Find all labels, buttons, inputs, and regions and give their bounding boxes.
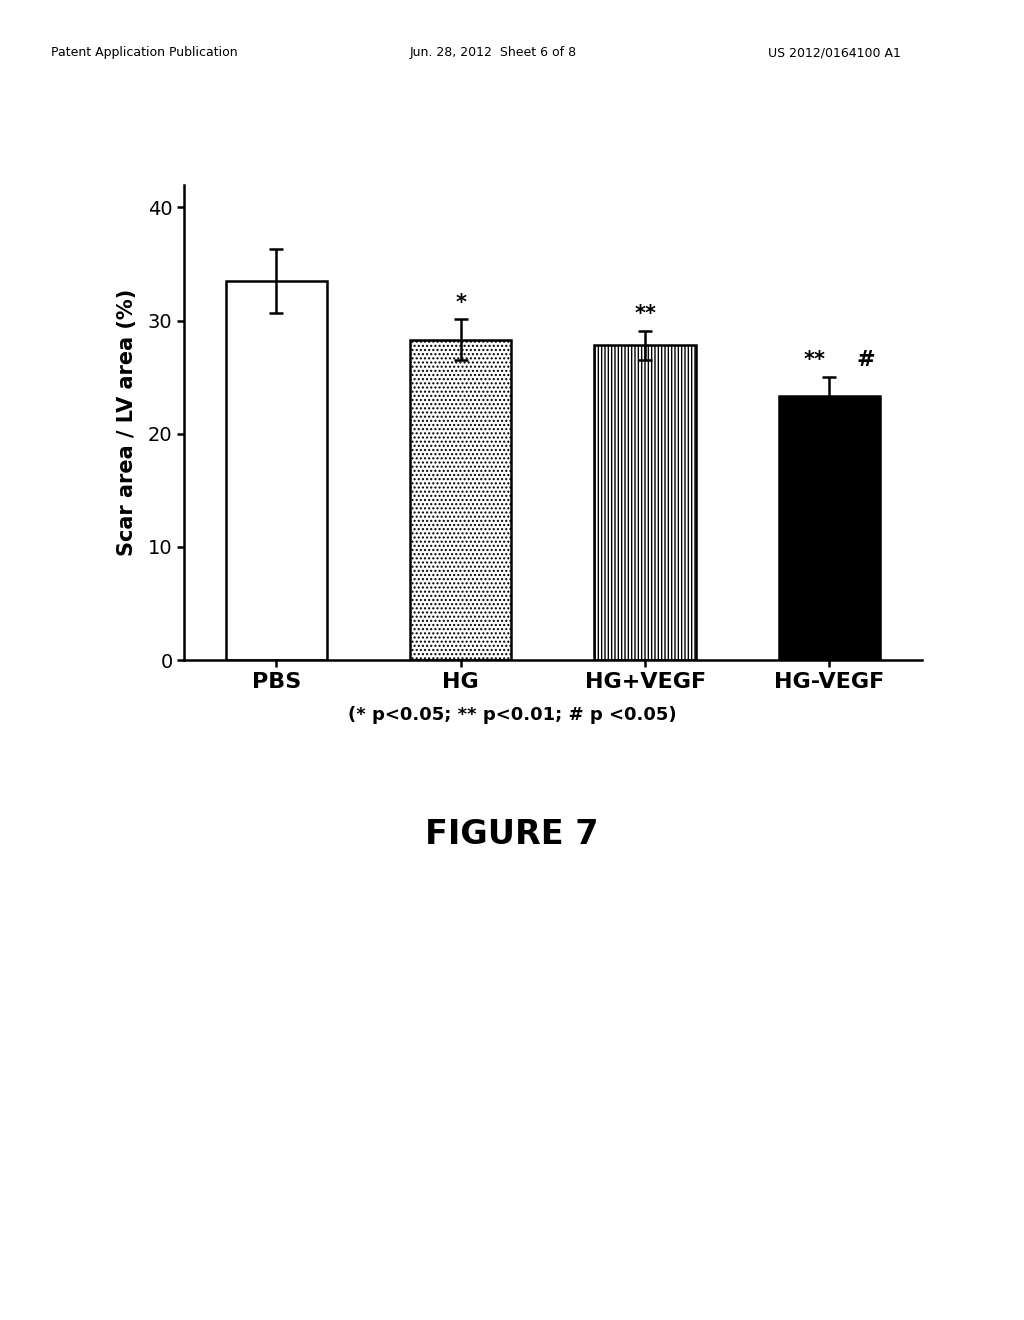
Text: #: # (857, 350, 876, 371)
Text: (* p<0.05; ** p<0.01; # p <0.05): (* p<0.05; ** p<0.01; # p <0.05) (348, 706, 676, 725)
Text: **: ** (804, 350, 825, 371)
Bar (594, 346, 696, 660)
Text: FIGURE 7: FIGURE 7 (425, 818, 599, 851)
Text: *: * (456, 293, 466, 313)
Text: **: ** (634, 304, 656, 323)
Text: Patent Application Publication: Patent Application Publication (51, 46, 238, 59)
Bar (410, 339, 512, 660)
Text: US 2012/0164100 A1: US 2012/0164100 A1 (768, 46, 901, 59)
Text: Jun. 28, 2012  Sheet 6 of 8: Jun. 28, 2012 Sheet 6 of 8 (410, 46, 577, 59)
Bar (226, 281, 328, 660)
Bar (778, 396, 880, 660)
Y-axis label: Scar area / LV area (%): Scar area / LV area (%) (117, 289, 137, 556)
